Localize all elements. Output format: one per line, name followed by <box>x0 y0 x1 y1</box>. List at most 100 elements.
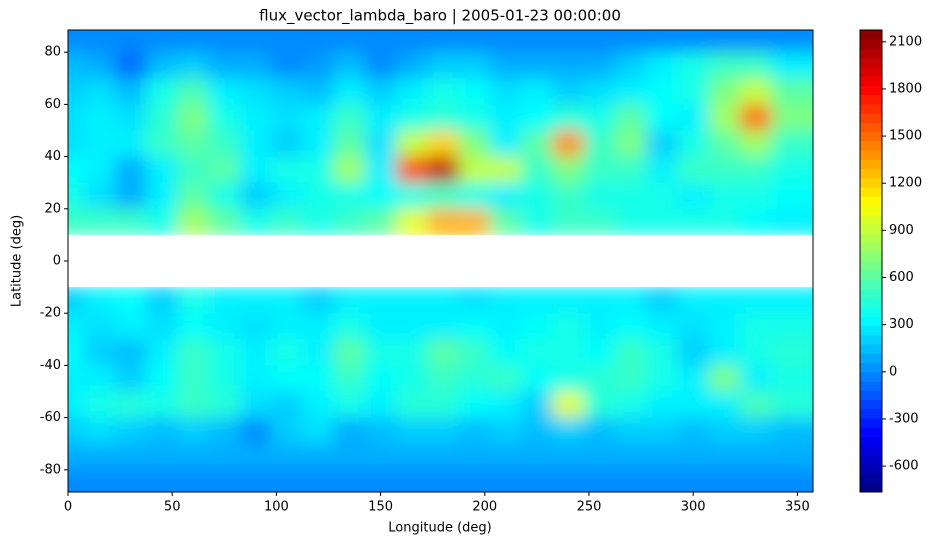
heat-cell <box>302 417 335 445</box>
heat-cell <box>364 313 397 340</box>
heat-cell <box>708 443 741 471</box>
y-tick-label: 0 <box>53 254 61 269</box>
colorbar-tick-label: -600 <box>889 459 919 474</box>
heat-cell <box>646 469 679 492</box>
colorbar-segment <box>860 177 882 188</box>
colorbar-segment <box>860 408 882 419</box>
heat-cell <box>646 313 679 340</box>
heat-cell <box>146 313 178 340</box>
heat-cell <box>271 339 303 366</box>
heat-cell <box>740 30 772 53</box>
colorbar-segment <box>860 85 882 96</box>
heat-cell <box>333 156 366 184</box>
heat-cell <box>521 443 554 471</box>
heat-cell <box>740 130 772 158</box>
heat-cell <box>271 365 303 393</box>
colorbar-segment <box>860 251 882 262</box>
heat-cell <box>208 443 241 471</box>
heat-cell <box>114 417 147 445</box>
y-axis-label: Latitude (deg) <box>10 215 25 307</box>
heat-cell <box>677 313 710 340</box>
heat-cell <box>114 182 147 210</box>
heat-cell <box>552 443 585 471</box>
colorbar-segment <box>860 427 882 437</box>
heat-cell <box>489 78 522 105</box>
heat-cell <box>552 104 585 131</box>
heat-cell <box>552 208 585 236</box>
heat-cell <box>489 365 522 393</box>
heat-cell <box>239 156 272 184</box>
x-tick-label: 350 <box>785 500 810 515</box>
heat-cell <box>208 313 241 340</box>
heat-cell <box>114 156 147 184</box>
heat-cell <box>489 52 522 79</box>
y-tick-label: -60 <box>40 410 61 425</box>
heat-cell <box>427 52 460 79</box>
colorbar-tick-label: -300 <box>889 411 919 426</box>
heat-cell <box>583 208 616 236</box>
colorbar-segment <box>860 399 882 410</box>
heat-cell <box>114 52 147 79</box>
colorbar-segment <box>860 103 882 114</box>
colorbar-segment <box>860 464 882 474</box>
heat-cell <box>208 391 241 419</box>
heat-cell <box>208 469 241 492</box>
heat-cell <box>646 182 679 210</box>
heat-cell <box>83 30 116 53</box>
heat-cell <box>396 443 428 471</box>
colorbar-segment <box>860 334 882 345</box>
heat-cell <box>364 469 397 492</box>
heat-cell <box>615 287 647 314</box>
heat-cell <box>333 78 366 105</box>
heat-cell <box>458 104 491 131</box>
heat-cell <box>583 287 616 314</box>
heat-cell <box>83 130 116 158</box>
heat-cell <box>68 182 85 210</box>
heat-cell <box>114 208 147 236</box>
heat-cell <box>271 156 303 184</box>
heat-cell <box>271 78 303 105</box>
heat-cell <box>771 182 813 210</box>
heat-cell <box>83 52 116 79</box>
heat-cell <box>68 339 85 366</box>
heat-cell <box>68 391 85 419</box>
heat-cell <box>333 104 366 131</box>
heat-cell <box>583 156 616 184</box>
heat-cell <box>68 469 85 492</box>
heat-cell <box>302 391 335 419</box>
heat-cell <box>208 182 241 210</box>
heat-cell <box>708 469 741 492</box>
heatmap <box>68 30 813 492</box>
heat-cell <box>489 391 522 419</box>
heat-cell <box>489 287 522 314</box>
heat-cell <box>239 313 272 340</box>
colorbar-segment <box>860 261 882 271</box>
heat-cell <box>239 78 272 105</box>
heat-cell <box>271 417 303 445</box>
heat-cell <box>740 313 772 340</box>
heat-cell <box>427 287 460 314</box>
heat-cell <box>677 443 710 471</box>
heat-cell <box>208 417 241 445</box>
heat-cell <box>521 182 554 210</box>
heat-cell <box>271 182 303 210</box>
heat-cell <box>677 130 710 158</box>
heat-cell <box>396 469 428 492</box>
heat-cell <box>740 339 772 366</box>
heat-cell <box>708 287 741 314</box>
heat-cell <box>68 130 85 158</box>
heat-cell <box>583 130 616 158</box>
heat-cell <box>458 78 491 105</box>
colorbar-segment <box>860 94 882 105</box>
heat-cell <box>68 52 85 79</box>
heat-cell <box>677 208 710 236</box>
heatmap-cells <box>68 30 813 492</box>
heat-cell <box>114 365 147 393</box>
heat-cell <box>521 78 554 105</box>
heat-cell <box>271 104 303 131</box>
heat-cell <box>646 208 679 236</box>
heat-cell <box>177 130 210 158</box>
heat-cell <box>239 417 272 445</box>
colorbar-segment <box>860 455 882 465</box>
heat-cell <box>583 391 616 419</box>
